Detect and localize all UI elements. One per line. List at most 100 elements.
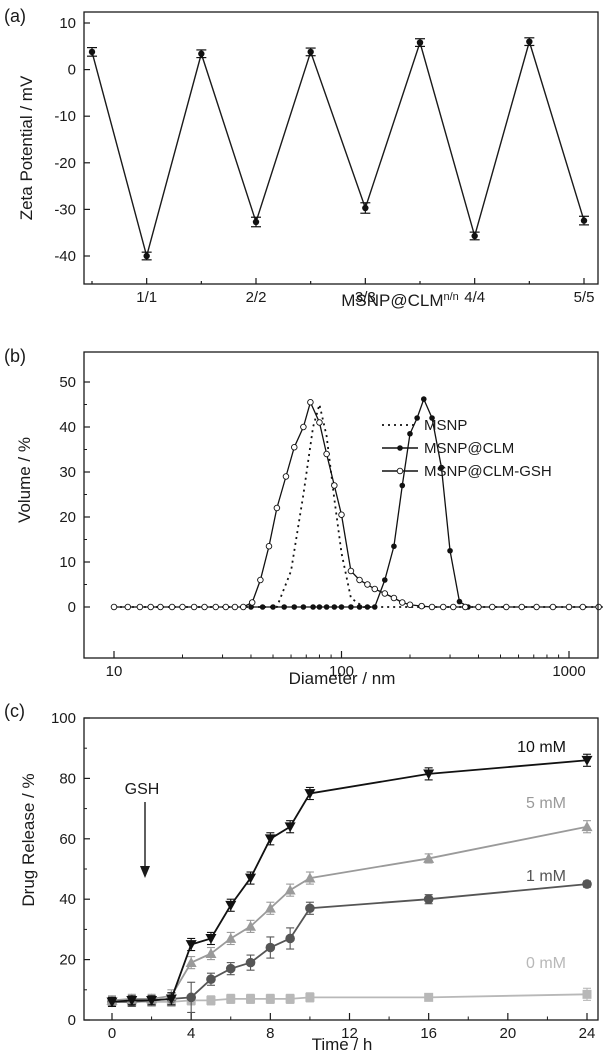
panel-b-data-point <box>364 604 371 610</box>
panel-b-data-point <box>338 604 345 610</box>
panel-b-data-point <box>381 590 389 597</box>
panel-b-data-point <box>399 482 406 489</box>
panel-a-x-tick-label: 3/3 <box>355 289 376 306</box>
panel-b-data-point <box>428 603 436 611</box>
panel-b-data-point <box>371 604 378 610</box>
panel-c-data-point <box>284 822 296 833</box>
panel-c-data-point <box>285 933 295 944</box>
panel-a-y-tick-label: -40 <box>54 248 76 265</box>
panel-c-data-point <box>265 942 276 953</box>
panel-b-data-point <box>595 603 602 611</box>
panel-c-series-label-2: 1 mM <box>526 868 566 885</box>
panel-b-data-point <box>157 603 164 611</box>
panel-b-data-point <box>300 604 307 610</box>
panel-b-data-point <box>489 603 496 611</box>
panel-b-data-point <box>347 567 355 575</box>
panel-b-series-line-2 <box>114 400 603 608</box>
legend-marker-2 <box>396 467 404 475</box>
panel-b-data-point <box>201 603 208 611</box>
panel-c-data-point <box>285 994 295 1004</box>
panel-b-data-point <box>503 603 510 611</box>
panel-c-data-point <box>205 948 217 958</box>
panel-c-data-point <box>423 852 435 863</box>
panel-b-data-point <box>390 594 398 602</box>
panel-a-data-point <box>88 48 96 56</box>
panel-b-data-point <box>414 415 420 421</box>
panel-c-series-line-2 <box>112 883 588 1003</box>
panel-c-data-point <box>246 994 256 1004</box>
panel-b-y-axis-label: Volume / % <box>15 437 34 523</box>
panel-b-data-point <box>382 577 388 583</box>
panel-b-data-point <box>179 603 186 611</box>
panel-b-data-point <box>356 604 363 610</box>
panel-a-x-tick-label: 5/5 <box>574 289 595 306</box>
panel-b-y-tick-label: 40 <box>59 419 76 436</box>
panel-b-data-point <box>265 543 273 550</box>
panel-a-data-point <box>526 38 533 45</box>
panel-b-data-point <box>391 543 397 550</box>
legend-label-0: MSNP <box>424 417 467 434</box>
panel-b-data-point <box>273 504 281 512</box>
panel-b-data-point <box>168 603 176 611</box>
panel-c-x-tick-label: 20 <box>499 1025 516 1042</box>
panel-b-data-point <box>407 430 413 437</box>
panel-b-data-point <box>331 604 338 610</box>
panel-c-x-axis-label: Time / h <box>312 1035 373 1054</box>
panel-c-series-line-1 <box>111 825 588 1002</box>
panel-c-data-point <box>423 894 434 904</box>
panel-a-data-point <box>307 48 314 56</box>
panel-c-data-point <box>225 963 236 974</box>
panel-a-y-tick-label: -20 <box>54 155 76 172</box>
panel-c-data-point <box>245 873 257 884</box>
panel-c-data-point <box>185 957 197 968</box>
panel-a-data-point <box>471 232 478 240</box>
panel-a-data-point <box>198 50 205 57</box>
panel-c-x-tick-label: 0 <box>108 1025 116 1042</box>
panel-b-y-tick-label: 20 <box>59 509 76 526</box>
panel-b-data-point <box>300 423 307 431</box>
panel-c-data-point <box>264 902 276 913</box>
panel-c-data-point <box>423 769 435 780</box>
panel-b-data-point <box>462 603 469 611</box>
legend-label-2: MSNP@CLM-GSH <box>424 463 552 480</box>
panel-b-data-point <box>282 473 290 480</box>
panel-b-data-point <box>231 603 239 611</box>
panel-a-frame <box>83 11 599 285</box>
panel-a-data-point <box>416 39 424 46</box>
panel-c-data-point <box>226 994 236 1004</box>
panel-a-x-axis-superscript: n/n <box>443 291 458 303</box>
panel-c-data-point <box>106 997 118 1008</box>
panel-c-data-point <box>582 989 592 999</box>
panel-b-data-point <box>356 576 363 584</box>
panel-c-series-line-0 <box>111 759 588 1003</box>
panel-c-series-label-3: 0 mM <box>526 955 566 972</box>
panel-b-data-point <box>240 603 247 611</box>
panel-b-data-point <box>136 603 144 611</box>
panel-b-x-axis-label: Diameter / nm <box>289 669 396 688</box>
panel-b-data-point <box>259 604 266 610</box>
panel-b-data-point <box>549 603 557 611</box>
panel-b-data-point <box>439 603 447 611</box>
panel-c-data-point <box>185 940 197 950</box>
panel-b-data-point <box>420 396 427 402</box>
panel-c-y-axis-label: Drug Release / % <box>19 773 38 906</box>
panel-c-y-tick-label: 0 <box>68 1012 76 1029</box>
panel-b-data-point <box>533 603 540 611</box>
panel-b-data-point <box>371 585 378 593</box>
panel-b-data-point <box>429 415 435 421</box>
panel-b-data-point <box>310 604 316 610</box>
panel-b-data-point <box>323 450 330 458</box>
panel-b-data-point <box>450 603 457 611</box>
panel-c-y-tick-label: 40 <box>59 891 76 908</box>
panel-b-y-tick-label: 30 <box>59 464 76 481</box>
panel-c-data-point <box>265 994 275 1004</box>
panel-b-data-point <box>456 598 463 605</box>
panel-b-data-point <box>124 603 132 611</box>
panel-a-x-tick-label: 2/2 <box>246 289 267 306</box>
panel-c-data-point <box>205 934 217 944</box>
panel-b-data-point <box>323 604 330 610</box>
panel-a-data-point <box>252 218 260 226</box>
gsh-annotation-label: GSH <box>125 781 160 798</box>
panel-c-data-point <box>206 974 216 985</box>
